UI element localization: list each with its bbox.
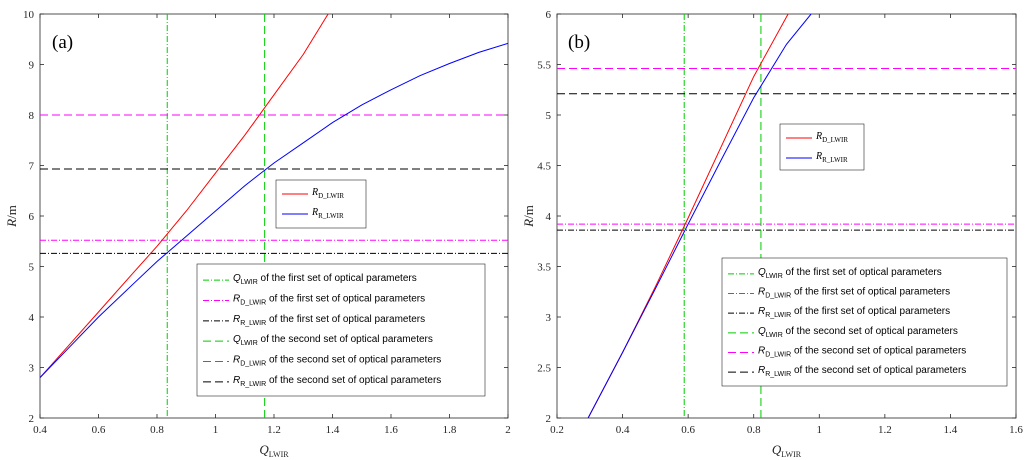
y-tick-label: 4: [546, 211, 552, 223]
x-tick-label: 1.8: [443, 424, 457, 436]
series-line-r-d-lwir: [40, 14, 329, 378]
y-tick-label: 4.5: [537, 161, 551, 173]
y-tick-label: 5: [29, 262, 35, 274]
y-tick-label: 10: [23, 9, 35, 21]
legend-entry: RR_LWIR of the first set of optical para…: [233, 314, 425, 327]
y-axis-label: R/m: [521, 205, 536, 228]
y-tick-label: 2: [29, 413, 35, 425]
y-tick-label: 6: [546, 9, 552, 21]
legend-box: [196, 263, 486, 397]
y-tick-label: 6: [29, 211, 35, 223]
y-tick-label: 5.5: [537, 60, 551, 72]
legend-entry: QLWIR of the second set of optical param…: [233, 334, 433, 347]
legend-entry: QLWIR of the second set of optical param…: [758, 326, 958, 339]
chart-panel-b: 0.2 0.4 0.6 0.8 1 1.2 1.4 1.6 2 2.5 3 3.5 4 4.5 5 5.5 6 Q…: [521, 9, 1023, 459]
legend-entry: RR_LWIR of the second set of optical par…: [758, 365, 966, 378]
legend-entry: QLWIR of the first set of optical parame…: [758, 267, 942, 280]
legend-curves: RD_LWIR RR_LWIR: [779, 123, 865, 171]
legend-box: [721, 257, 1008, 387]
y-tick-label: 2: [546, 413, 552, 425]
legend-box: [779, 123, 865, 171]
x-tick-label: 1: [213, 424, 219, 436]
series-line-r-r-lwir: [587, 14, 812, 418]
x-axis-label: QLWIR: [259, 442, 289, 459]
legend-box: [275, 179, 367, 229]
panel-label: (b): [568, 32, 590, 53]
x-tick-label: 1.6: [384, 424, 398, 436]
series-line-r-r-lwir: [40, 42, 508, 378]
x-tick-label: 1.4: [944, 424, 958, 436]
legend-reference-lines: QLWIR of the first set of optical parame…: [721, 257, 1008, 387]
y-tick-label: 3.5: [537, 262, 551, 274]
legend-reference-lines: QLWIR of the first set of optical parame…: [196, 263, 486, 397]
y-tick-label: 9: [29, 60, 35, 72]
y-tick-label: 2.5: [537, 363, 551, 375]
panel-label: (a): [52, 32, 73, 53]
legend-entry: RR_LWIR of the first set of optical para…: [758, 306, 950, 319]
x-tick-label: 0.8: [150, 424, 164, 436]
y-axis-label: R/m: [4, 205, 19, 228]
legend-entry: RR_LWIR: [815, 151, 848, 164]
x-tick-label: 0.6: [681, 424, 695, 436]
legend-entry: RD_LWIR of the second set of optical par…: [758, 346, 966, 359]
legend-entry: RD_LWIR: [311, 187, 344, 200]
x-tick-label: 1.6: [1009, 424, 1023, 436]
x-tick-label: 2: [505, 424, 511, 436]
x-tick-label: 1.4: [326, 424, 340, 436]
legend-entry: RR_LWIR: [311, 207, 344, 220]
plot-area: [557, 14, 1016, 418]
x-tick-label: 0.4: [616, 424, 630, 436]
x-tick-label: 1: [817, 424, 823, 436]
x-tick-label: 0.8: [747, 424, 761, 436]
x-tick-label: 0.6: [92, 424, 106, 436]
legend-entry: RD_LWIR of the second set of optical par…: [233, 355, 441, 368]
legend-curves: RD_LWIR RR_LWIR: [275, 179, 367, 229]
x-tick-label: 1.2: [267, 424, 281, 436]
y-tick-label: 3: [546, 312, 552, 324]
y-tick-label: 8: [29, 110, 35, 122]
legend-entry: RR_LWIR of the second set of optical par…: [233, 375, 441, 388]
legend-entry: RD_LWIR of the first set of optical para…: [758, 287, 950, 300]
x-tick-label: 0.4: [33, 424, 47, 436]
legend-entry: QLWIR of the first set of optical parame…: [233, 273, 417, 286]
y-tick-label: 5: [546, 110, 552, 122]
legend-entry: RD_LWIR of the first set of optical para…: [233, 294, 425, 307]
legend-entry: RD_LWIR: [815, 131, 848, 144]
x-axis-label: QLWIR: [772, 442, 802, 459]
plot-area: [40, 14, 508, 418]
y-tick-label: 3: [29, 363, 35, 375]
chart-panel-a: 0.4 0.6 0.8 1 1.2 1.4 1.6 1.8 2 2 3 4 5 6 7 8 9 10 QLWIR R/…: [4, 9, 511, 459]
y-tick-label: 4: [29, 312, 35, 324]
x-tick-label: 1.2: [878, 424, 892, 436]
x-tick-label: 0.2: [550, 424, 564, 436]
y-tick-label: 7: [29, 161, 35, 173]
